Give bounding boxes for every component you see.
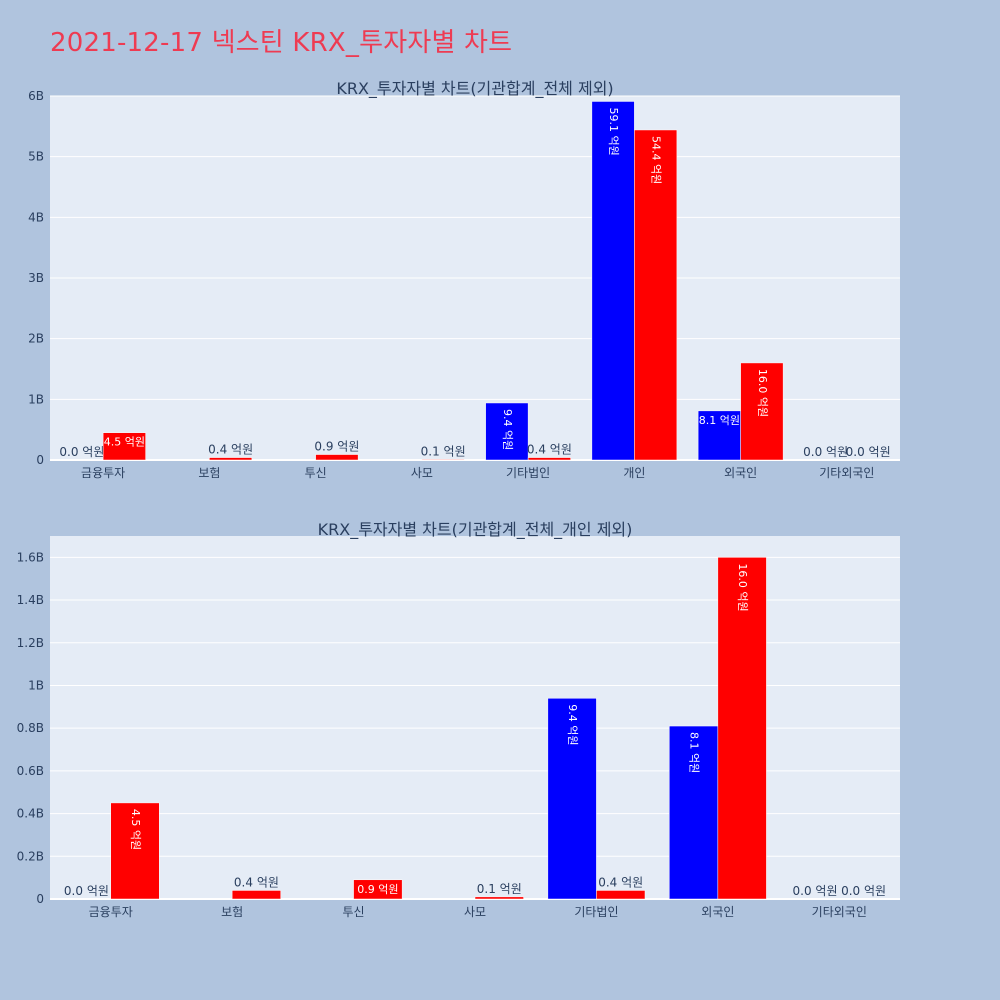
data-label: 0.4 억원 [208,443,253,457]
data-label: 9.4 억원 [501,409,514,450]
y-tick-label: 2B [28,332,44,346]
data-label: 0.0 억원 [64,884,109,898]
bar [547,698,597,900]
data-label: 0.9 억원 [357,883,398,896]
bar [474,896,524,900]
data-label: 9.4 억원 [566,704,579,745]
data-label: 0.9 억원 [314,440,359,454]
y-tick-label: 5B [28,150,44,164]
chart-bottom: 0 0.2B 0.4B 0.6B 0.8B 1B 1.2B 1.4B 1.6B KRX_투자자별 … [17,520,900,919]
bar [102,432,146,461]
bar [485,402,529,461]
bar [421,459,465,461]
bar [591,101,635,461]
y-tick-label: 1.2B [17,636,44,650]
data-label: 4.5 억원 [104,436,145,449]
chart-title: KRX_투자자별 차트(기관합계_전체_개인 제외) [318,520,633,540]
bar [596,890,646,900]
chart-top: 0 1B 2B 3B 4B 5B 6B KRX_투자자별 차트(기관합계_전체 제외) 금융투자… [28,79,900,480]
data-label: 8.1 억원 [688,732,701,773]
bar [697,410,741,461]
data-label: 16.0 억원 [756,369,769,417]
x-tick-label: 개인 [623,466,645,480]
chart-title: KRX_투자자별 차트(기관합계_전체 제외) [336,79,613,99]
x-tick-label: 외국인 [724,466,757,480]
bar [669,725,719,900]
data-label: 0.0 억원 [846,445,891,459]
x-tick-label: 사모 [464,905,486,919]
x-tick-label: 기타법인 [574,905,618,919]
y-tick-label: 1.6B [17,550,44,564]
bar [110,802,160,900]
x-tick-label: 투신 [305,466,327,480]
page-title: 2021-12-17 넥스틴 KRX_투자자별 차트 [50,28,513,58]
y-tick-label: 0.4B [17,807,44,821]
data-label: 0.0 억원 [841,884,886,898]
data-label: 8.1 억원 [699,414,740,427]
data-label: 0.1 억원 [477,882,522,896]
x-tick-label: 외국인 [701,905,734,919]
y-tick-label: 0.6B [17,764,44,778]
x-tick-label: 금융투자 [81,466,125,480]
bar [315,454,359,461]
data-label: 0.4 억원 [527,443,572,457]
x-tick-label: 금융투자 [89,905,133,919]
bar [209,457,253,461]
data-label: 0.0 억원 [793,884,838,898]
bar [717,557,767,900]
y-tick-label: 0 [36,892,44,906]
y-tick-label: 1B [28,392,44,406]
x-tick-label: 기타법인 [506,466,550,480]
data-label: 0.0 억원 [59,445,104,459]
y-tick-label: 0 [36,453,44,467]
y-tick-label: 3B [28,271,44,285]
data-label: 4.5 억원 [129,809,142,850]
bar [634,129,678,461]
x-tick-label: 보험 [221,905,243,919]
data-label: 0.1 억원 [421,444,466,458]
y-tick-label: 1.4B [17,593,44,607]
data-label: 59.1 억원 [607,107,620,155]
x-tick-label: 기타외국인 [812,905,867,919]
x-tick-label: 기타외국인 [819,466,874,480]
data-label: 0.4 억원 [598,875,643,889]
y-tick-label: 4B [28,210,44,224]
bar [353,879,403,900]
bar [740,362,784,461]
plot-area [50,536,900,899]
y-tick-label: 0.2B [17,849,44,863]
data-label: 0.4 억원 [234,875,279,889]
x-tick-label: 보험 [198,466,220,480]
y-tick-label: 1B [28,678,44,692]
data-label: 16.0 억원 [736,563,749,611]
data-label: 0.0 억원 [803,445,848,459]
data-label: 54.4 억원 [650,136,663,184]
x-tick-label: 투신 [343,905,365,919]
y-tick-label: 0.8B [17,721,44,735]
x-tick-label: 사모 [411,466,433,480]
bar [231,890,281,900]
bar [527,457,571,461]
y-tick-label: 6B [28,89,44,103]
